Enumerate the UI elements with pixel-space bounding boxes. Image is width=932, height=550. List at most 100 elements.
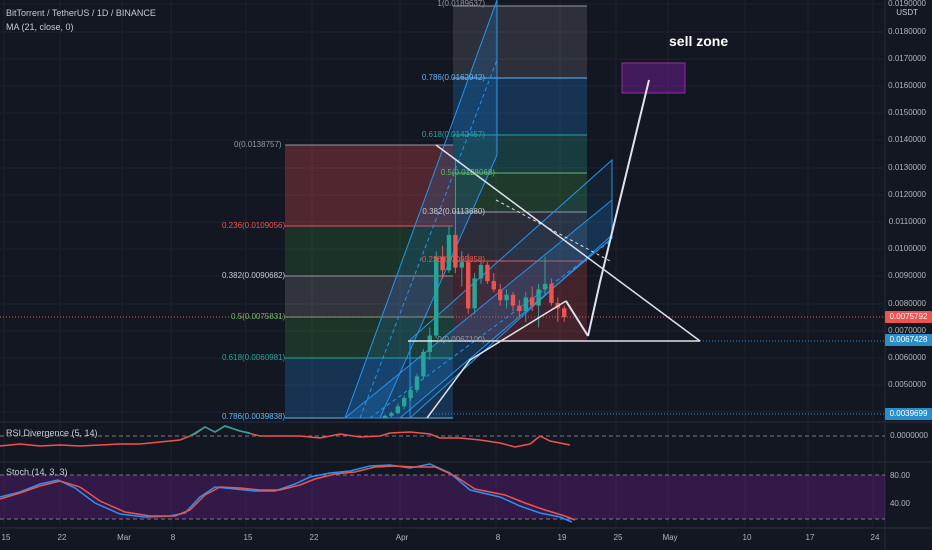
time-tick-label: 25 (613, 533, 623, 542)
symbol-header[interactable]: BitTorrent / TetherUS1DBINANCE (6, 8, 156, 18)
fib-level-label: 0.5(0.0075831) (231, 312, 286, 321)
fib-retracement-left (285, 144, 453, 419)
time-tick-label: 15 (243, 533, 253, 542)
candle-body[interactable] (434, 256, 439, 336)
fib-level-label: 0.786(0.0162942) (421, 73, 485, 82)
price-tick-label: 0.0060000 (888, 353, 926, 362)
price-tick-label: 0.0180000 (888, 27, 926, 36)
candle-body[interactable] (402, 398, 407, 407)
candle-body[interactable] (549, 283, 554, 303)
candle-body[interactable] (491, 281, 496, 290)
candle-body[interactable] (536, 289, 541, 306)
rsi-tick: 0.0000000 (890, 431, 928, 440)
price-tick-label: 0.0130000 (888, 163, 926, 172)
candle-body[interactable] (517, 305, 522, 312)
candle-body[interactable] (523, 297, 528, 312)
candle-body[interactable] (453, 234, 458, 268)
time-tick-label: Mar (117, 533, 131, 542)
fib-level-label: 0.786(0.0039838) (222, 412, 286, 421)
price-tick-label: 0.0080000 (888, 299, 926, 308)
parallel-channels (343, 0, 613, 420)
candle-body[interactable] (446, 234, 452, 271)
candle-body[interactable] (498, 289, 503, 301)
time-tick-label: 8 (170, 533, 176, 542)
candle-body[interactable] (504, 294, 509, 301)
time-tick-label: 19 (557, 533, 567, 542)
price-tag: 0.0039699 (885, 408, 932, 420)
stoch-tick-80: 80.00 (889, 471, 910, 480)
fib-level-label: 0(0.0138757) (234, 140, 282, 149)
fib-level-label: 0.236(0.0109056) (222, 221, 286, 230)
candle-body[interactable] (408, 389, 413, 399)
candle-body[interactable] (414, 376, 420, 390)
candle-body[interactable] (459, 262, 464, 268)
sell-zone-box[interactable] (621, 62, 686, 94)
candle-body[interactable] (466, 262, 471, 309)
rsi-line-green (189, 425, 251, 437)
stoch-tick-40: 40.00 (889, 499, 910, 508)
stoch-k (0, 463, 573, 523)
exchange: BINANCE (108, 8, 156, 18)
fib-level-label: 0.5(0.0128068) (440, 168, 495, 177)
stoch-panel-label[interactable]: Stoch (14, 3, 3) (6, 467, 68, 477)
price-axis-bg[interactable] (885, 0, 932, 550)
fib-level-label: 0.382(0.0090682) (222, 271, 286, 280)
candle-body[interactable] (389, 413, 394, 416)
candle-body[interactable] (440, 256, 445, 271)
rsi-panel-label[interactable]: RSI Divergence (5, 14) (6, 428, 98, 438)
fib-level-label: 0(0.0067100) (437, 335, 485, 344)
symbol-name: BitTorrent / TetherUS (6, 8, 90, 18)
time-tick-label: 17 (805, 533, 815, 542)
candle-body[interactable] (530, 297, 535, 306)
candle-body[interactable] (472, 278, 477, 309)
price-tick-label: 0.0170000 (888, 54, 926, 63)
grid (0, 0, 885, 528)
fib-level-label: 1(0.0189637) (437, 0, 485, 8)
stoch-band (0, 475, 885, 519)
price-tick-label: 0.0050000 (888, 380, 926, 389)
fib-level-label: 0.618(0.0060981) (222, 353, 286, 362)
candle-body[interactable] (395, 406, 400, 414)
price-tick-label: 0.0110000 (888, 217, 926, 226)
candle-body[interactable] (562, 308, 567, 318)
fib-level-label: 0.618(0.0142457) (421, 130, 485, 139)
time-tick-label: 10 (742, 533, 752, 542)
candle-body[interactable] (485, 264, 490, 282)
time-tick-label: 22 (57, 533, 67, 542)
price-tick-label: 0.0120000 (888, 190, 926, 199)
time-tick-label: 22 (309, 533, 319, 542)
candle-body[interactable] (382, 415, 388, 418)
price-tick-label: 0.0190000 (888, 0, 926, 8)
currency-label: USDT (896, 8, 918, 17)
price-tick-label: 0.0160000 (888, 81, 926, 90)
price-tick-label: 0.0100000 (888, 244, 926, 253)
price-tick-label: 0.0070000 (888, 326, 926, 335)
sell-zone-label: sell zone (669, 33, 729, 49)
time-tick-label: 24 (870, 533, 880, 542)
time-tick-label: 8 (495, 533, 501, 542)
rsi-line (0, 425, 571, 448)
price-tag: 0.0075792 (885, 311, 932, 323)
candle-body[interactable] (542, 283, 548, 290)
price-tick-label: 0.0090000 (888, 271, 926, 280)
candle-body[interactable] (427, 335, 432, 352)
price-tag: 0.0067428 (885, 334, 932, 346)
timeframe: 1D (89, 8, 108, 18)
fib-level-label: 0.236(0.0095858) (421, 255, 485, 264)
candle-body[interactable] (510, 294, 516, 306)
price-tick-label: 0.0150000 (888, 108, 926, 117)
fib-extension-right (453, 5, 587, 342)
trend-lines (408, 79, 701, 419)
ma-indicator-label[interactable]: MA (21, close, 0) (6, 22, 74, 32)
time-tick-label: May (662, 533, 678, 542)
candle-body[interactable] (421, 351, 426, 377)
stoch-d (0, 465, 576, 521)
time-tick-label: 15 (1, 533, 11, 542)
price-tick-label: 0.0140000 (888, 135, 926, 144)
time-tick-label: Apr (395, 533, 409, 542)
fib-level-label: 0.382(0.0113680) (422, 207, 485, 216)
candle-body[interactable] (478, 264, 484, 279)
main-pane[interactable] (0, 0, 885, 422)
